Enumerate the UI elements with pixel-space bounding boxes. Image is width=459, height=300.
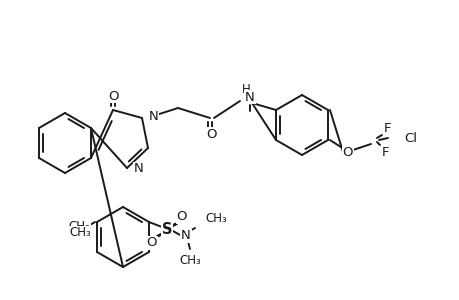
Text: N: N (149, 110, 158, 122)
Text: F: F (383, 122, 391, 134)
Text: O: O (176, 211, 187, 224)
Text: N: N (245, 91, 254, 103)
Text: CH₃: CH₃ (69, 226, 91, 239)
Text: N: N (134, 163, 143, 176)
Text: Cl: Cl (403, 131, 416, 145)
Text: S: S (162, 223, 172, 238)
Text: O: O (146, 236, 157, 250)
Text: O: O (108, 89, 119, 103)
Text: CH₃: CH₃ (205, 212, 226, 226)
Text: O: O (206, 128, 217, 140)
Text: H: H (241, 82, 250, 95)
Text: O: O (342, 146, 353, 158)
Text: N: N (181, 230, 190, 242)
Text: CH₃: CH₃ (68, 220, 90, 233)
Text: F: F (381, 146, 389, 158)
Text: CH₃: CH₃ (179, 254, 201, 268)
